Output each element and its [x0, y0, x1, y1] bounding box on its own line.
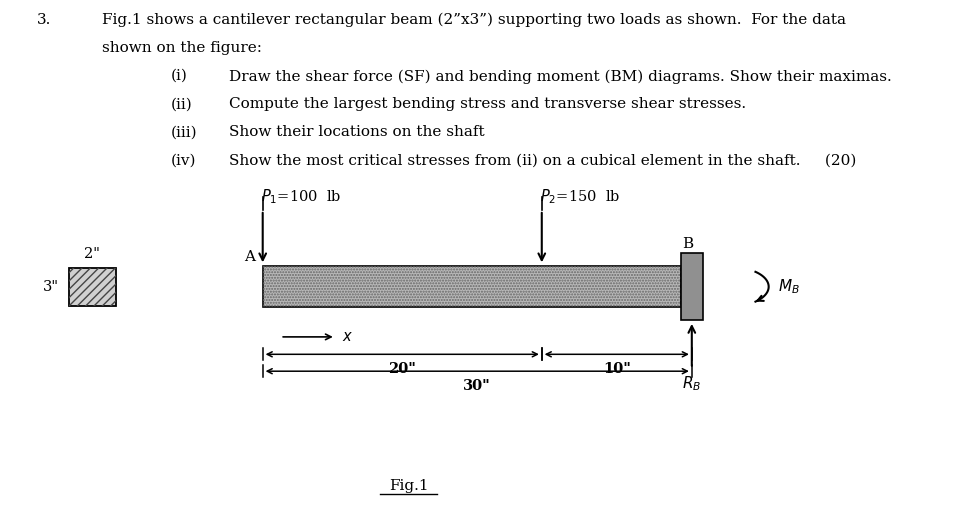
- Text: 30": 30": [463, 379, 491, 393]
- Text: $x$: $x$: [342, 330, 352, 344]
- Text: (ii): (ii): [170, 97, 192, 111]
- Text: Compute the largest bending stress and transverse shear stresses.: Compute the largest bending stress and t…: [229, 97, 745, 111]
- Text: 3.: 3.: [37, 13, 52, 27]
- Bar: [69, 267, 116, 306]
- Text: $P_2$=150  lb: $P_2$=150 lb: [540, 187, 621, 206]
- Text: Show the most critical stresses from (ii) on a cubical element in the shaft.    : Show the most critical stresses from (ii…: [229, 154, 856, 167]
- Text: (i): (i): [170, 69, 187, 83]
- Text: $M_B$: $M_B$: [778, 278, 800, 296]
- Bar: [263, 266, 681, 307]
- Text: 20": 20": [388, 362, 416, 376]
- Bar: [681, 253, 703, 320]
- Text: $R_B$: $R_B$: [682, 375, 702, 394]
- Text: Fig.1 shows a cantilever rectangular beam (2”x3”) supporting two loads as shown.: Fig.1 shows a cantilever rectangular bea…: [102, 13, 847, 27]
- Text: 3": 3": [44, 280, 59, 294]
- Text: (iv): (iv): [170, 154, 196, 167]
- Bar: [263, 266, 681, 307]
- Text: Fig.1: Fig.1: [389, 479, 428, 493]
- Text: $P_1$=100  lb: $P_1$=100 lb: [261, 187, 342, 206]
- Text: shown on the figure:: shown on the figure:: [102, 41, 262, 55]
- Text: 10": 10": [603, 362, 631, 376]
- Text: Draw the shear force (SF) and bending moment (BM) diagrams. Show their maximas.: Draw the shear force (SF) and bending mo…: [229, 69, 891, 83]
- Text: 2": 2": [85, 247, 100, 261]
- Text: A: A: [244, 250, 255, 264]
- Bar: [69, 267, 116, 306]
- Text: B: B: [682, 237, 693, 251]
- Text: Show their locations on the shaft: Show their locations on the shaft: [229, 125, 485, 139]
- Text: (iii): (iii): [170, 125, 197, 139]
